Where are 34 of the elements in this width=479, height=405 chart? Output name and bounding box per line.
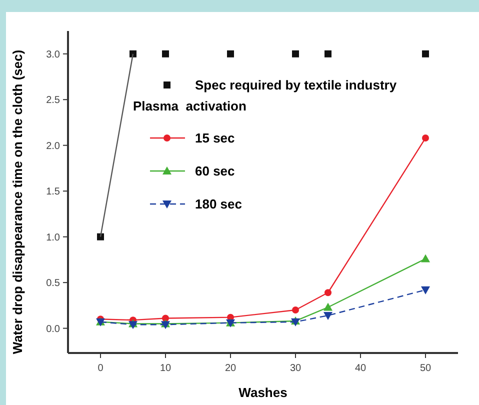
y-axis-title: Water drop disappearance time on the cloth (sec) — [10, 50, 25, 354]
x-tick-label: 30 — [290, 363, 302, 374]
x-tick-label: 40 — [354, 363, 366, 374]
y-tick-label: 1.5 — [46, 186, 60, 198]
x-tick-label: 10 — [160, 363, 172, 374]
point — [324, 302, 332, 311]
point — [421, 286, 430, 294]
legend-label: Spec required by textile industry — [195, 78, 398, 93]
legend-title: Plasma activation — [133, 98, 246, 114]
y-tick-label: 0.5 — [46, 278, 60, 290]
point — [422, 50, 429, 58]
point — [97, 233, 104, 240]
y-tick-label: 3.0 — [46, 49, 60, 60]
x-tick-label: 50 — [420, 363, 432, 374]
y-tick-label: 0.0 — [46, 324, 60, 335]
point — [421, 254, 430, 262]
x-tick-label: 0 — [98, 363, 104, 374]
point — [324, 312, 332, 320]
point — [324, 289, 332, 296]
legend-label: 15 sec — [195, 130, 235, 146]
y-tick-label: 1.0 — [46, 232, 60, 244]
point — [162, 50, 169, 58]
point — [292, 50, 299, 58]
point — [292, 306, 299, 314]
legend-label: 60 sec — [195, 164, 235, 179]
x-axis-title: Washes — [238, 385, 288, 400]
point — [422, 134, 429, 142]
x-tick-label: 20 — [224, 363, 236, 374]
y-tick-label: 2.0 — [46, 140, 60, 152]
point — [227, 50, 234, 58]
point — [324, 50, 332, 58]
legend-label: 180 sec — [195, 196, 242, 212]
y-tick-label: 2.5 — [46, 95, 60, 106]
point — [130, 50, 136, 58]
